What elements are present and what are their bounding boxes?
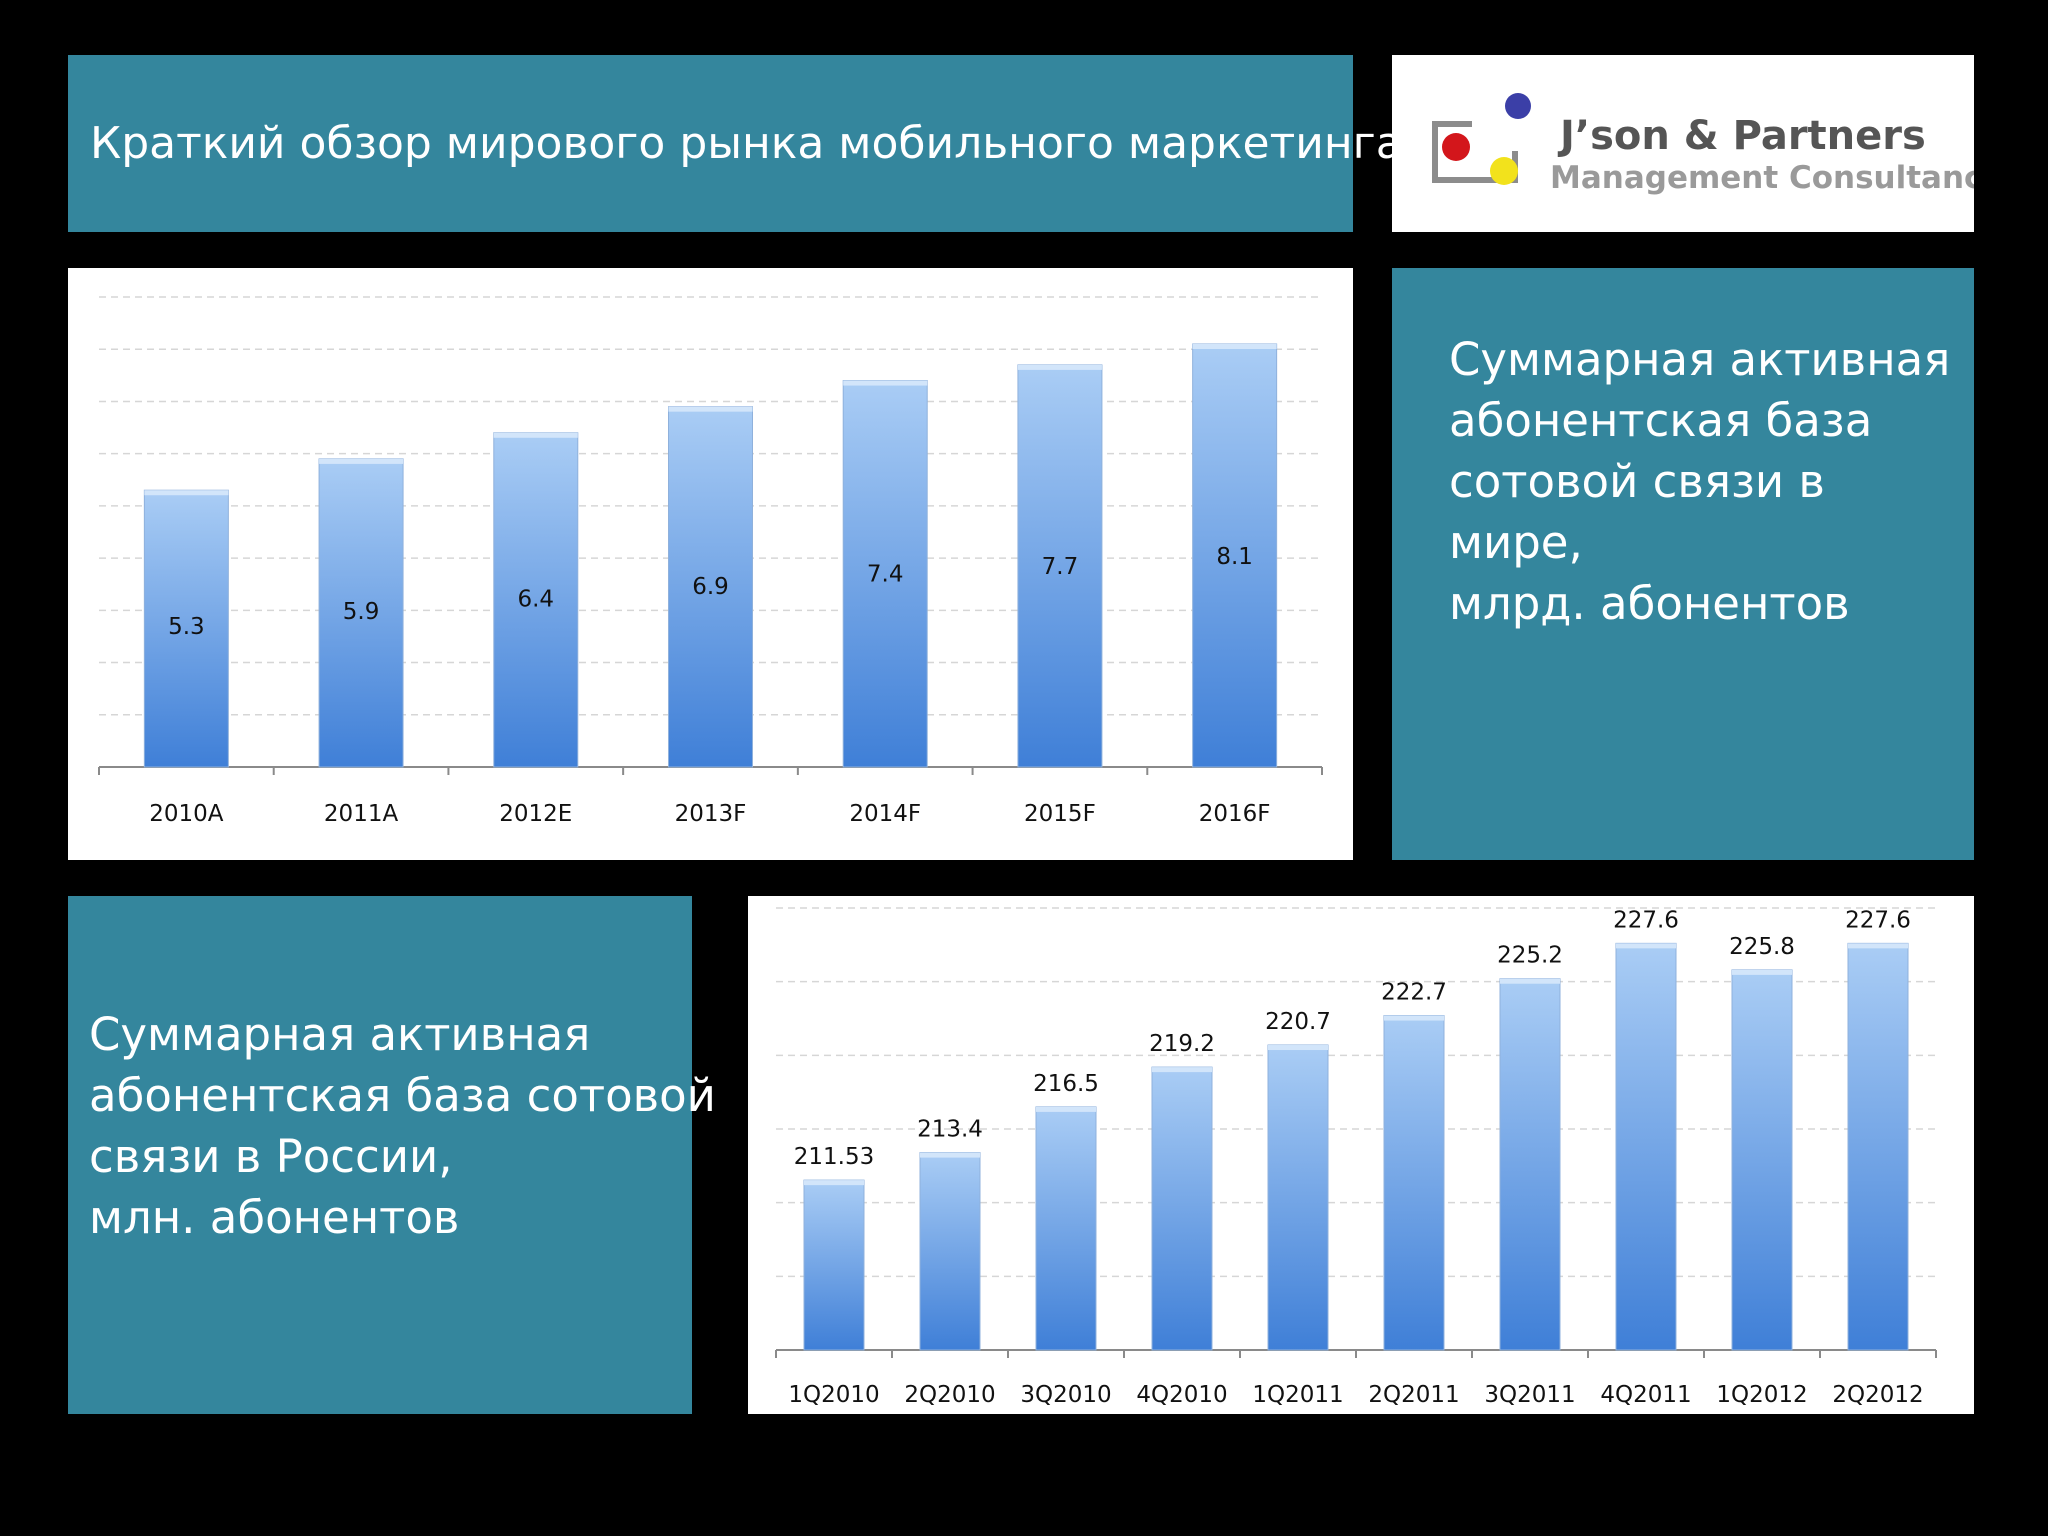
world-description-panel: Суммарная активная абонентская база сото…	[1392, 268, 1974, 860]
bar	[1847, 942, 1909, 1351]
russia-subscribers-chart: 211.53 1Q2010 213.4 2Q2010 216.5 3Q2010 219.2 4…	[775, 907, 1937, 1408]
category-label: 2011A	[324, 801, 399, 827]
russia-description-line: Суммарная активная	[89, 1008, 591, 1061]
world-subscribers-chart: 5.3 2010A 5.9 2011A 6.4 2012E 6.9 2013F 7.4 2014F…	[98, 296, 1323, 827]
russia-subscribers-chart-panel: 211.53 1Q2010 213.4 2Q2010 216.5 3Q2010 219.2 4…	[748, 896, 1974, 1414]
logo-name: J’son & Partners	[1557, 113, 1926, 159]
category-label: 2Q2010	[904, 1382, 995, 1408]
value-label: 6.4	[517, 587, 554, 613]
category-label: 3Q2011	[1484, 1382, 1575, 1408]
world-description-line: абонентская база	[1449, 394, 1873, 447]
category-label: 4Q2010	[1136, 1382, 1227, 1408]
category-label: 2014F	[849, 801, 921, 827]
category-label: 2Q2012	[1832, 1382, 1923, 1408]
bar-highlight	[1017, 364, 1102, 370]
bar	[1615, 942, 1677, 1351]
logo-box: J’son & Partners Management Consultancy	[1392, 55, 2003, 232]
bar	[803, 1179, 865, 1351]
category-label: 4Q2011	[1600, 1382, 1691, 1408]
title-bar: Краткий обзор мирового рынка мобильного …	[68, 55, 1403, 232]
value-label: 7.7	[1042, 554, 1079, 580]
value-label: 213.4	[917, 1117, 983, 1143]
value-label: 222.7	[1381, 980, 1447, 1006]
value-label: 227.6	[1845, 907, 1911, 933]
category-label: 1Q2011	[1252, 1382, 1343, 1408]
category-label: 2016F	[1199, 801, 1271, 827]
bar	[143, 489, 229, 768]
bar-highlight	[1500, 978, 1560, 984]
bar	[1035, 1106, 1097, 1351]
bar-highlight	[1192, 344, 1277, 349]
bar	[1017, 364, 1103, 768]
bar-highlight	[1732, 969, 1792, 975]
bar-highlight	[1152, 1067, 1212, 1073]
bar-highlight	[319, 458, 404, 464]
category-label: 2012E	[499, 801, 572, 827]
bar	[493, 432, 579, 768]
category-label: 3Q2010	[1020, 1382, 1111, 1408]
value-label: 5.9	[343, 599, 380, 625]
bar-highlight	[1036, 1106, 1096, 1112]
russia-description-line: абонентская база сотовой	[89, 1069, 716, 1122]
russia-description-line: млн. абонентов	[89, 1191, 460, 1244]
bar	[1192, 343, 1278, 768]
value-label: 216.5	[1033, 1071, 1099, 1097]
world-subscribers-chart-panel: 5.3 2010A 5.9 2011A 6.4 2012E 6.9 2013F 7.4 2014F…	[68, 268, 1353, 860]
value-label: 8.1	[1216, 544, 1253, 570]
company-logo: J’son & Partners Management Consultancy	[1432, 93, 2003, 196]
world-description-line: млрд. абонентов	[1449, 577, 1850, 630]
category-label: 1Q2010	[788, 1382, 879, 1408]
bar-highlight	[144, 490, 229, 496]
bar-highlight	[804, 1180, 864, 1186]
russia-description-line: связи в России,	[89, 1130, 453, 1183]
world-description-line: мире,	[1449, 516, 1583, 569]
category-label: 1Q2012	[1716, 1382, 1807, 1408]
value-label: 5.3	[168, 614, 205, 640]
value-label: 7.4	[867, 562, 904, 588]
bar-highlight	[843, 380, 928, 386]
category-label: 2013F	[675, 801, 747, 827]
world-description-line: Суммарная активная	[1449, 333, 1951, 386]
bar	[1267, 1044, 1329, 1351]
bar-highlight	[1848, 943, 1908, 949]
category-label: 2015F	[1024, 801, 1096, 827]
bar	[1383, 1015, 1445, 1351]
category-label: 2Q2011	[1368, 1382, 1459, 1408]
value-label: 211.53	[794, 1144, 874, 1170]
russia-description-panel: Суммарная активная абонентская база сото…	[68, 896, 716, 1414]
slide-title: Краткий обзор мирового рынка мобильного …	[90, 118, 1403, 169]
bar-highlight	[668, 406, 753, 412]
value-label: 219.2	[1149, 1031, 1215, 1057]
bar	[1151, 1066, 1213, 1351]
world-description-line: сотовой связи в	[1449, 455, 1825, 508]
bar-highlight	[920, 1152, 980, 1158]
bar	[842, 380, 928, 768]
value-label: 220.7	[1265, 1009, 1331, 1035]
category-label: 2010A	[149, 801, 224, 827]
bar	[318, 458, 404, 768]
bar	[668, 406, 753, 768]
value-label: 225.2	[1497, 943, 1563, 969]
bar-highlight	[493, 432, 578, 438]
bar	[1731, 969, 1793, 1351]
bar	[1499, 978, 1561, 1351]
bar-highlight	[1384, 1015, 1444, 1021]
value-label: 227.6	[1613, 907, 1679, 933]
value-label: 225.8	[1729, 934, 1795, 960]
value-label: 6.9	[692, 574, 729, 600]
bar-highlight	[1616, 943, 1676, 949]
logo-tagline: Management Consultancy	[1550, 160, 1974, 196]
bar-highlight	[1268, 1045, 1328, 1051]
bar	[919, 1152, 981, 1351]
